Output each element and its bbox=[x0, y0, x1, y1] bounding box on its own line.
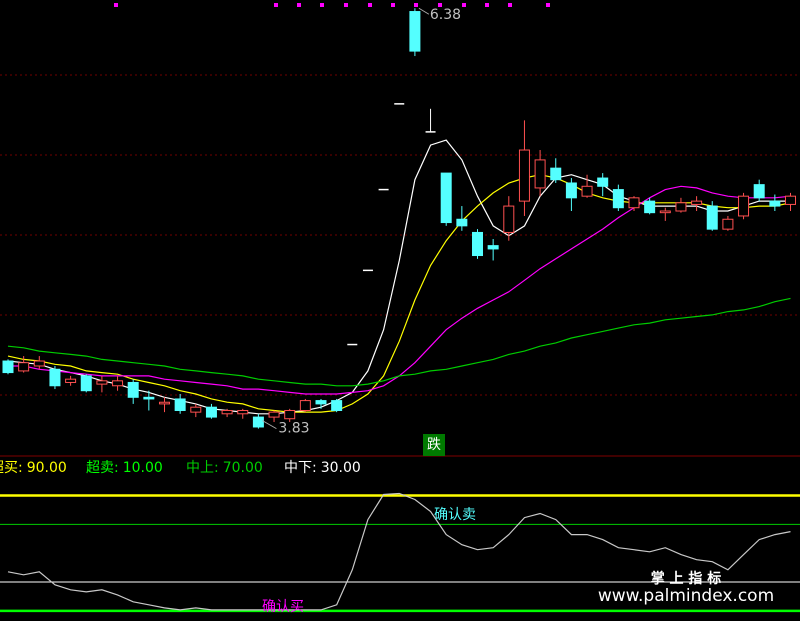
candle-body bbox=[65, 378, 77, 383]
watermark-url: www.palmindex.com bbox=[598, 586, 774, 606]
candle-body bbox=[159, 401, 170, 405]
ma-line bbox=[8, 185, 791, 395]
level-name: 超买: bbox=[0, 460, 23, 476]
candle-body bbox=[96, 380, 108, 385]
candle-body bbox=[456, 218, 468, 227]
level-text: 中下: 30.00 bbox=[284, 460, 361, 476]
candle-body bbox=[675, 202, 687, 212]
level-name: 超卖: bbox=[86, 460, 119, 476]
candle-body bbox=[518, 149, 530, 202]
candle-body bbox=[190, 406, 202, 413]
candle-body bbox=[534, 159, 546, 189]
candle-body bbox=[597, 177, 609, 187]
candle-body bbox=[472, 231, 483, 257]
candle-body bbox=[315, 400, 327, 405]
decor bbox=[0, 3, 800, 457]
candle-body bbox=[268, 411, 280, 418]
level-name: 中上: bbox=[186, 460, 219, 476]
signal-annotation: 确认卖 bbox=[434, 507, 476, 523]
candle-body bbox=[612, 189, 624, 209]
low-label: 3.83 bbox=[278, 421, 309, 437]
candle-body bbox=[284, 409, 296, 420]
candle-body bbox=[49, 368, 61, 387]
candle-body bbox=[143, 396, 155, 400]
level-text: 超卖: 10.00 bbox=[86, 460, 163, 476]
pointer bbox=[262, 420, 277, 430]
candle-body bbox=[331, 400, 343, 411]
candle-body bbox=[644, 200, 656, 214]
candle-body bbox=[628, 197, 640, 209]
ma-line bbox=[7, 139, 791, 415]
candle-body bbox=[785, 195, 796, 205]
signal-dots bbox=[114, 3, 550, 7]
candle-body bbox=[738, 195, 750, 217]
pointer bbox=[418, 7, 430, 15]
candle-body bbox=[409, 11, 421, 52]
signal-box bbox=[423, 434, 445, 456]
signal-annotation: 确认买 bbox=[262, 599, 304, 615]
candle-body bbox=[127, 381, 139, 398]
candle-body bbox=[18, 362, 30, 372]
candle-body bbox=[565, 182, 577, 199]
level-value: 30.00 bbox=[321, 460, 361, 476]
candle-body bbox=[706, 205, 718, 230]
candle-body bbox=[112, 380, 124, 387]
candle-body bbox=[237, 409, 249, 415]
high-label: 6.38 bbox=[430, 7, 461, 23]
candle-body bbox=[174, 398, 186, 411]
candle-body bbox=[753, 184, 765, 199]
candle-body bbox=[769, 200, 781, 207]
candle-body bbox=[80, 375, 92, 392]
candle-body bbox=[722, 218, 734, 230]
candle-body bbox=[550, 167, 562, 181]
candle-body bbox=[252, 416, 264, 428]
ma-line bbox=[7, 174, 791, 413]
level-text: 超买:90.00 bbox=[0, 460, 67, 476]
candle-body bbox=[487, 245, 499, 250]
candle-body bbox=[581, 185, 593, 197]
indicator-line bbox=[7, 492, 791, 611]
candle-body bbox=[205, 406, 217, 418]
level-value: 70.00 bbox=[223, 460, 263, 476]
candle-body bbox=[503, 205, 515, 233]
candle-body bbox=[2, 360, 14, 374]
level-text: 中上: 70.00 bbox=[186, 460, 263, 476]
candle-body bbox=[691, 200, 703, 205]
ma-line bbox=[7, 297, 791, 387]
candle-body bbox=[659, 210, 671, 214]
level-value: 90.00 bbox=[27, 460, 67, 476]
candle-body bbox=[299, 400, 311, 411]
candle-body bbox=[221, 409, 233, 415]
level-name: 中下: bbox=[284, 460, 317, 476]
watermark-title: 掌 上 指 标 bbox=[651, 570, 722, 587]
level-value: 10.00 bbox=[123, 460, 163, 476]
signal: 跌 bbox=[427, 437, 441, 453]
candle-body bbox=[440, 172, 452, 224]
candle-body bbox=[33, 360, 45, 367]
